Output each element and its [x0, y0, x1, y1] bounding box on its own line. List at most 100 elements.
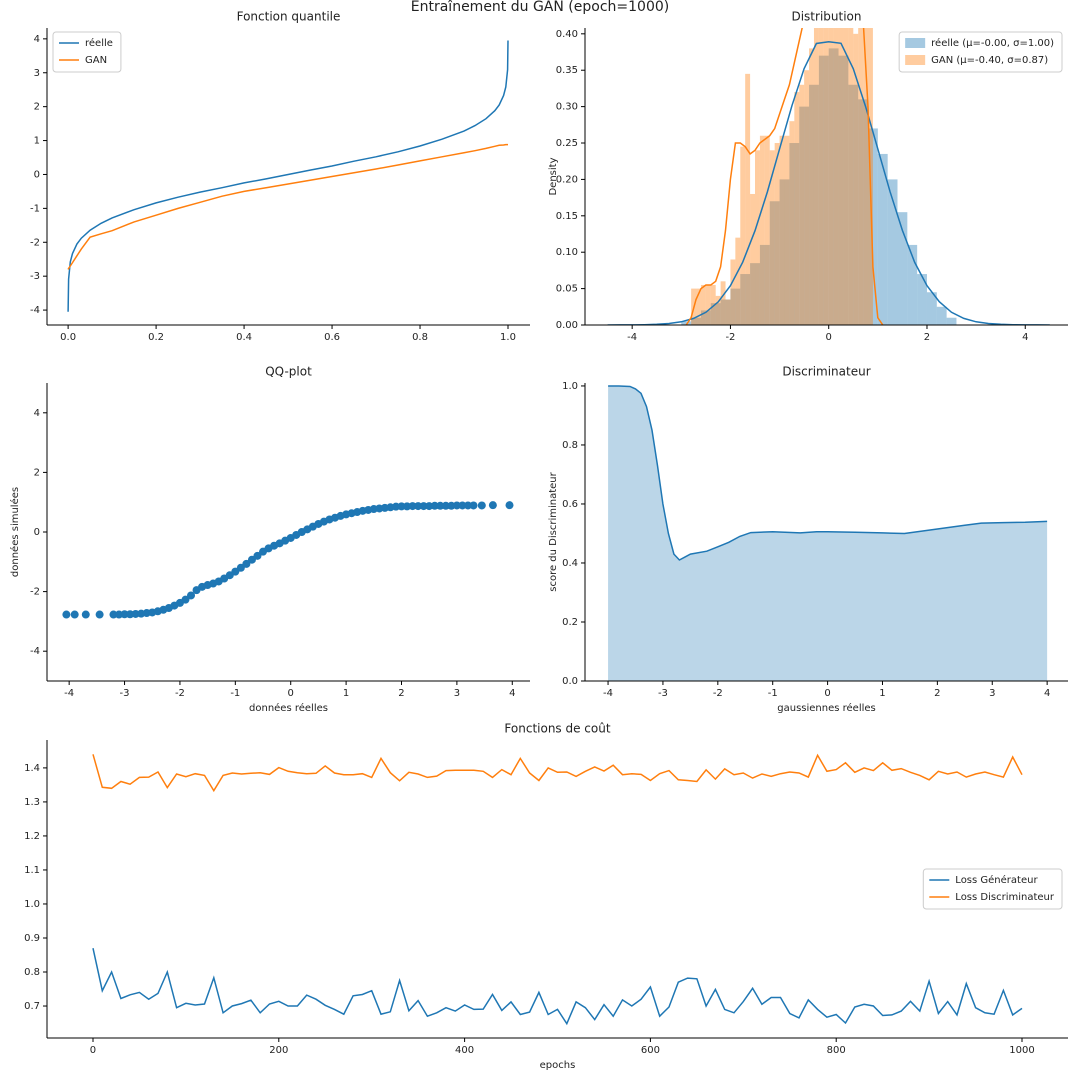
x-tick-label: 4 [1022, 332, 1028, 343]
histogram-bar [710, 303, 721, 325]
x-tick-label: -3 [658, 688, 668, 699]
legend: Loss Générateur Loss Discriminateur [922, 868, 1063, 910]
point [505, 501, 514, 510]
histogram-bar [755, 150, 760, 325]
line [92, 948, 1023, 1026]
histogram-bar [809, 84, 819, 325]
subplot: Distribution Density -4 -2 0 2 4 0.00 0.05 0.10 0.… [548, 10, 1068, 343]
y-axis-label: score du Discriminateur [548, 471, 559, 591]
x-tick-label: 1 [879, 688, 885, 699]
histogram-bar [828, 28, 834, 325]
histogram-bar [804, 70, 810, 325]
legend-box [52, 31, 122, 73]
histogram-bar [789, 121, 795, 325]
subplot-title: Discriminateur [782, 365, 870, 379]
histogram-bar [740, 146, 746, 325]
y-tick-label: 2 [34, 467, 40, 478]
plot-area [92, 753, 1023, 1026]
subplot: Fonction quantile 0.0 0.2 0.4 0.6 0.8 1.0 4 3 2 1 0… [30, 10, 530, 343]
y-tick-label: 1.1 [24, 865, 40, 876]
point [414, 502, 423, 511]
x-tick-label: 600 [641, 1045, 660, 1056]
y-tick-label: 0.2 [562, 617, 578, 628]
legend-label: GAN [85, 55, 107, 66]
legend-label: réelle [85, 37, 113, 49]
x-tick-label: -1 [768, 688, 778, 699]
x-tick-label: 0 [826, 332, 832, 343]
histogram-bar [818, 55, 829, 325]
point [430, 501, 439, 510]
kde-line [607, 41, 1050, 325]
y-tick-label: 0.6 [562, 499, 578, 510]
legend-label: GAN (μ=-0.40, σ=0.87) [931, 55, 1048, 66]
histogram-bar [887, 179, 898, 325]
histogram-bar [877, 153, 888, 325]
histogram-bar [769, 150, 775, 325]
legend: réelle (μ=-0.00, σ=1.00) GAN (μ=-0.40, σ=… [898, 31, 1063, 73]
x-tick-label: 0 [90, 1045, 96, 1056]
y-tick-label: 1.2 [24, 831, 40, 842]
histogram-bar [838, 28, 844, 325]
point [236, 563, 245, 572]
point [488, 501, 497, 510]
histogram-bar [720, 281, 726, 325]
x-tick-label: 0.2 [148, 332, 164, 343]
plot-area [67, 40, 509, 312]
histogram-bar [789, 143, 800, 325]
x-tick-label: -4 [627, 332, 637, 343]
y-tick-label: 0.40 [556, 29, 578, 40]
x-tick-label: 3 [454, 688, 460, 699]
y-tick-label: 0.10 [556, 247, 578, 258]
histogram-bar [681, 321, 692, 325]
point [231, 567, 240, 576]
figure-title: Entraînement du GAN (epoch=1000) [411, 0, 669, 15]
y-tick-label: 0.05 [556, 284, 578, 295]
histogram-bar [936, 306, 947, 325]
histogram-bar [774, 143, 780, 325]
histogram-bar [917, 274, 927, 325]
histogram-bar [700, 310, 711, 325]
legend-box [922, 868, 1063, 910]
histogram-bar [779, 179, 790, 325]
x-tick-label: -4 [64, 688, 74, 699]
y-tick-label: 0.15 [556, 211, 578, 222]
x-tick-label: 4 [1044, 688, 1050, 699]
point [247, 555, 256, 564]
y-tick-label: 0.00 [556, 320, 578, 331]
y-tick-label: -4 [30, 305, 40, 316]
x-tick-label: -2 [175, 688, 185, 699]
histogram-bar [740, 274, 751, 325]
y-tick-label: 4 [34, 408, 40, 419]
legend: réelle GAN [52, 31, 122, 73]
point [120, 610, 129, 619]
histogram-bar [858, 99, 869, 325]
y-axis-label: Density [548, 157, 559, 195]
point [452, 501, 461, 510]
histogram-bar [838, 55, 849, 325]
histogram-bar [759, 135, 765, 325]
histogram-bar [926, 292, 937, 325]
x-tick-label: -2 [713, 688, 723, 699]
point [419, 502, 428, 511]
histogram-bar [750, 193, 756, 325]
subplot: Fonctions de coût epochs 0 200 400 600 800 1000… [24, 722, 1068, 1071]
histogram-bar [897, 212, 908, 325]
point [469, 501, 478, 510]
y-tick-label: 0.35 [556, 65, 578, 76]
x-tick-label: 0 [288, 688, 294, 699]
x-tick-label: -3 [120, 688, 130, 699]
x-axis-label: données réelles [249, 702, 328, 714]
x-tick-label: 2 [924, 332, 930, 343]
legend-swatch [905, 38, 926, 48]
legend-swatch [905, 55, 926, 65]
point [242, 559, 251, 568]
point [62, 610, 71, 619]
y-tick-label: 0.0 [562, 676, 578, 687]
y-tick-label: 0.8 [562, 440, 578, 451]
subplot: Discriminateur gaussiennes réelles score d… [548, 365, 1068, 714]
y-tick-label: 0 [34, 169, 40, 180]
histogram-bar [691, 317, 701, 325]
histogram-bar [853, 33, 859, 325]
subplot: QQ-plot données réelles données simulées -4… [9, 365, 530, 714]
x-tick-label: 3 [989, 688, 995, 699]
